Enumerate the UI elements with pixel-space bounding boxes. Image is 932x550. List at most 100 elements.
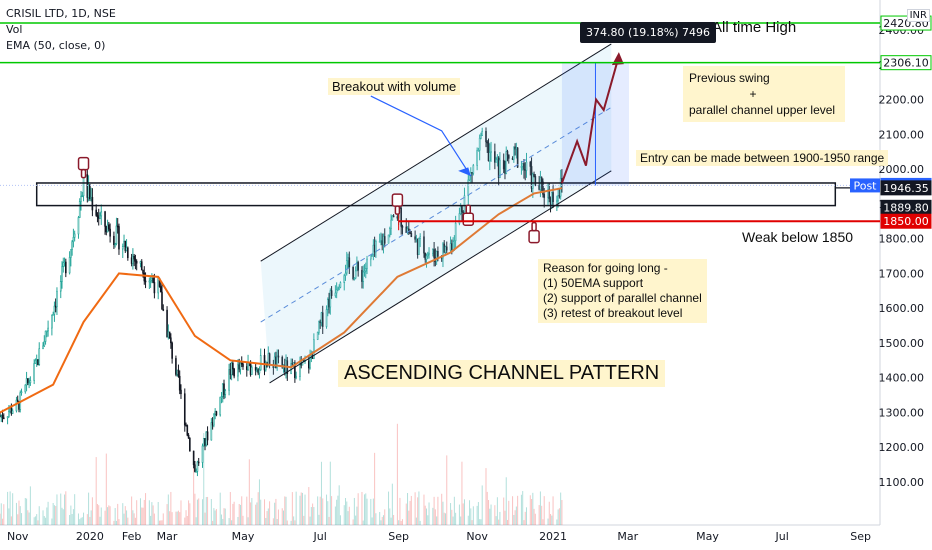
legend-title[interactable]: CRISIL LTD, 1D, NSE bbox=[6, 7, 116, 20]
volume-bar bbox=[43, 516, 45, 525]
candle-body bbox=[330, 290, 333, 296]
volume-bar bbox=[38, 506, 40, 525]
candle bbox=[321, 305, 324, 335]
volume-bar bbox=[267, 508, 269, 525]
volume-bar bbox=[365, 493, 367, 525]
candle bbox=[472, 163, 475, 176]
candle bbox=[552, 184, 554, 208]
volume-bar bbox=[132, 510, 134, 525]
candle bbox=[121, 243, 124, 258]
candle bbox=[523, 158, 525, 179]
price-tag-bg bbox=[880, 180, 932, 196]
candle-body bbox=[414, 236, 416, 240]
volume-bar bbox=[534, 513, 536, 525]
volume-bar bbox=[356, 506, 358, 525]
annotation-pattern: ASCENDING CHANNEL PATTERN bbox=[338, 360, 666, 387]
candle bbox=[337, 286, 339, 292]
candle bbox=[339, 281, 342, 289]
candle bbox=[132, 248, 134, 270]
candle-body bbox=[249, 362, 252, 375]
x-tick-label: Nov bbox=[7, 530, 29, 543]
price-tag-label: 1889.80 bbox=[883, 201, 929, 214]
volume-bar bbox=[276, 518, 278, 525]
candle-body bbox=[425, 255, 428, 260]
volume-bar bbox=[363, 494, 365, 525]
volume-bar bbox=[167, 494, 169, 525]
volume-bar bbox=[494, 505, 496, 525]
y-tick-label: 1500.00 bbox=[879, 337, 925, 350]
candle-body bbox=[257, 369, 259, 374]
volume-bar bbox=[100, 507, 102, 525]
volume-bar bbox=[238, 504, 240, 525]
candle-body bbox=[34, 360, 37, 364]
volume-bar bbox=[122, 503, 124, 525]
chart-legend: CRISIL LTD, 1D, NSE Vol EMA (50, close, … bbox=[6, 6, 116, 54]
candle-body bbox=[210, 422, 213, 441]
candle-body bbox=[192, 450, 195, 466]
volume-bar bbox=[108, 505, 110, 525]
candle-body bbox=[195, 471, 197, 473]
volume-bar bbox=[337, 495, 339, 525]
legend-vol[interactable]: Vol bbox=[6, 23, 23, 36]
candle bbox=[51, 314, 53, 336]
candle bbox=[375, 239, 377, 258]
candle bbox=[192, 450, 195, 469]
candle-body bbox=[335, 289, 338, 294]
volume-bar bbox=[461, 461, 463, 525]
volume-bar bbox=[517, 495, 519, 525]
candle bbox=[53, 301, 56, 322]
legend-ema[interactable]: EMA (50, close, 0) bbox=[6, 39, 106, 52]
volume-bar bbox=[444, 513, 446, 525]
y-tick-label: 1300.00 bbox=[879, 406, 925, 419]
candle-body bbox=[149, 279, 152, 282]
candle-body bbox=[513, 146, 515, 160]
price-tag: 1946.35 bbox=[880, 180, 932, 196]
volume-bar bbox=[520, 494, 522, 525]
candle-body bbox=[490, 151, 492, 153]
volume-bar bbox=[45, 517, 47, 525]
candle-body bbox=[388, 228, 391, 236]
hand-finger bbox=[80, 168, 87, 179]
candle bbox=[65, 258, 67, 278]
volume-bar bbox=[290, 520, 292, 525]
candle-body bbox=[239, 362, 242, 370]
volume-bar bbox=[308, 487, 310, 525]
candle-body bbox=[1, 414, 4, 419]
candle-body bbox=[390, 219, 392, 229]
volume-bar bbox=[550, 514, 552, 525]
candle bbox=[166, 306, 168, 338]
volume-bar bbox=[472, 506, 474, 525]
volume-bar bbox=[426, 508, 428, 525]
volume-bar bbox=[246, 496, 248, 525]
candle-body bbox=[488, 152, 491, 162]
volume-bar bbox=[548, 501, 550, 525]
candle-body bbox=[176, 369, 178, 375]
volume-bar bbox=[513, 514, 515, 525]
volume-bar bbox=[515, 506, 517, 525]
volume-bar bbox=[310, 507, 312, 525]
candle bbox=[210, 418, 213, 441]
candle bbox=[467, 173, 470, 206]
volume-bar bbox=[480, 519, 482, 525]
candle bbox=[458, 207, 461, 226]
volume-bar bbox=[127, 517, 129, 525]
volume-bar bbox=[231, 520, 233, 525]
candle bbox=[259, 348, 262, 371]
candle-body bbox=[2, 417, 5, 420]
candle-body bbox=[366, 258, 368, 269]
candle-body bbox=[62, 262, 65, 268]
candle bbox=[213, 413, 215, 428]
horizontal-levels bbox=[0, 22, 880, 223]
volume-bar bbox=[419, 520, 421, 525]
volume-bar bbox=[355, 515, 357, 525]
candle bbox=[425, 253, 428, 268]
volume-bar bbox=[133, 513, 135, 525]
volume-bar bbox=[552, 496, 554, 525]
candle bbox=[388, 226, 391, 238]
volume-bar bbox=[398, 520, 400, 525]
price-axis: 2400.002300.002200.002100.002000.001900.… bbox=[7, 15, 932, 543]
volume-bar bbox=[21, 513, 23, 525]
candle bbox=[391, 215, 394, 221]
volume-bar bbox=[407, 493, 409, 525]
volume-bar bbox=[418, 491, 420, 525]
